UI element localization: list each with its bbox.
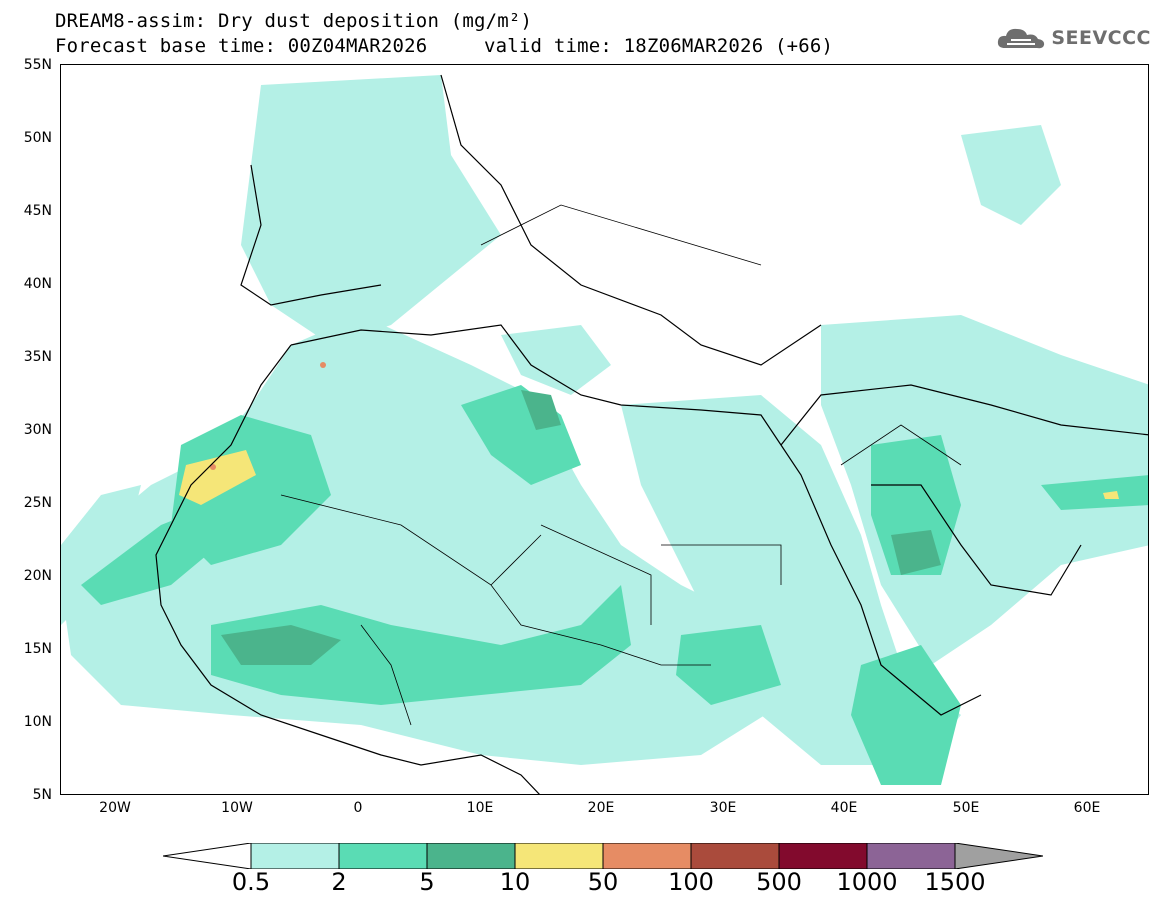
colorbar-label-50: 50 [587, 868, 619, 896]
colorbar-label-0p5: 0.5 [231, 868, 271, 896]
lat-label-55n: 55N [23, 57, 52, 73]
lat-label-25n: 25N [23, 495, 52, 511]
lat-label-30n: 30N [23, 422, 52, 438]
seevccc-logo: SEEVCCC [995, 24, 1151, 52]
lon-label-30e: 30E [709, 800, 737, 816]
deposition-band-5-10 [221, 390, 941, 665]
lat-label-40n: 40N [23, 276, 52, 292]
lon-label-10w: 10W [221, 800, 253, 816]
colorbar [163, 843, 1043, 869]
colorbar-segment-1000-1500 [866, 843, 956, 869]
map-title: DREAM8-assim: Dry dust deposition (mg/m²… [55, 10, 533, 32]
lon-label-50e: 50E [952, 800, 980, 816]
lat-label-35n: 35N [23, 349, 52, 365]
colorbar-label-10: 10 [499, 868, 531, 896]
lon-label-40e: 40E [830, 800, 858, 816]
colorbar-segment-0p5-2 [250, 843, 340, 869]
colorbar-segment-500-1000 [778, 843, 868, 869]
cloud-icon [998, 28, 1045, 49]
coastlines [155, 74, 1148, 794]
lat-label-10n: 10N [23, 714, 52, 730]
lat-label-50n: 50N [23, 130, 52, 146]
colorbar-segment-10-50 [514, 843, 604, 869]
lat-label-5n: 5N [32, 787, 52, 803]
colorbar-segment-100-500 [690, 843, 780, 869]
colorbar-segment-5-10 [426, 843, 516, 869]
lon-label-0: 0 [353, 800, 363, 816]
colorbar-over-arrow [954, 843, 1043, 869]
lat-label-15n: 15N [23, 641, 52, 657]
map-canvas [61, 74, 1148, 794]
dust-deposition-map [60, 64, 1149, 795]
lon-label-20w: 20W [99, 800, 131, 816]
lat-label-20n: 20N [23, 568, 52, 584]
colorbar-segment-50-100 [602, 843, 692, 869]
lon-label-60e: 60E [1073, 800, 1101, 816]
deposition-band-50-100 [210, 362, 326, 470]
deposition-band-10-50 [179, 450, 1119, 505]
colorbar-segment-2-5 [338, 843, 428, 869]
forecast-base-time: Forecast base time: 00Z04MAR2026 [55, 35, 428, 57]
colorbar-label-5: 5 [419, 868, 435, 896]
colorbar-under-arrow [163, 843, 252, 869]
logo-text: SEEVCCC [1051, 27, 1151, 49]
deposition-band-2-5 [81, 385, 1148, 785]
colorbar-label-100: 100 [668, 868, 714, 896]
lon-label-10e: 10E [466, 800, 494, 816]
colorbar-label-2: 2 [331, 868, 347, 896]
lon-label-20e: 20E [587, 800, 615, 816]
lat-label-45n: 45N [23, 203, 52, 219]
country-borders [280, 204, 962, 726]
colorbar-label-500: 500 [756, 868, 802, 896]
colorbar-label-1500: 1500 [924, 868, 986, 896]
valid-time: valid time: 18Z06MAR2026 (+66) [484, 35, 834, 57]
colorbar-label-1000: 1000 [836, 868, 898, 896]
